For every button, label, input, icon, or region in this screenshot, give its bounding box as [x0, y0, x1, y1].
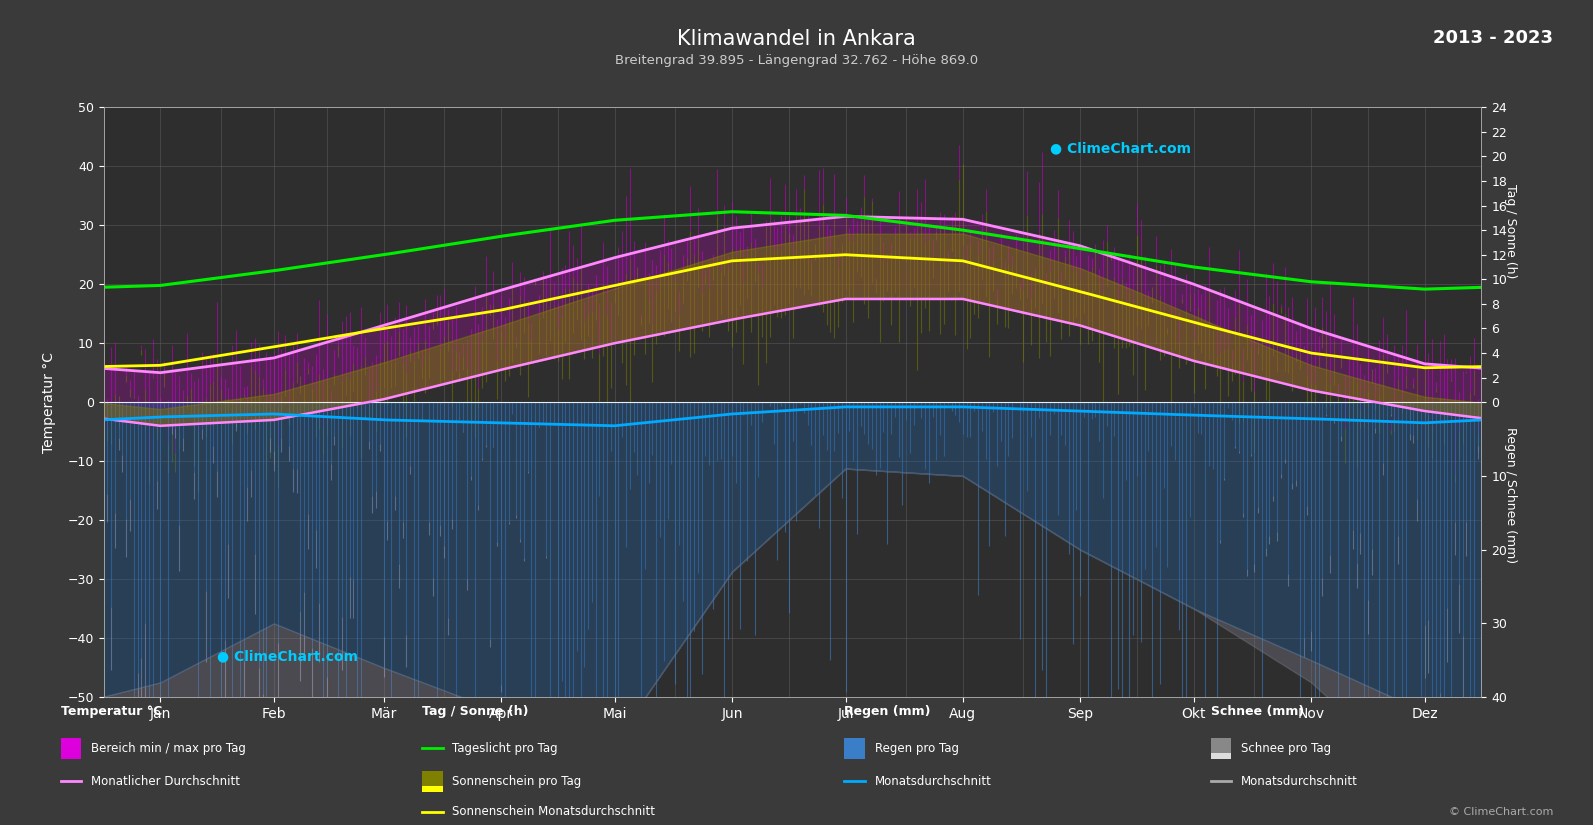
Text: Schnee pro Tag: Schnee pro Tag [1241, 742, 1332, 755]
Text: Breitengrad 39.895 - Längengrad 32.762 - Höhe 869.0: Breitengrad 39.895 - Längengrad 32.762 -… [615, 54, 978, 67]
Text: Regen (mm): Regen (mm) [844, 705, 930, 718]
Text: Regen / Schnee (mm): Regen / Schnee (mm) [1504, 427, 1517, 563]
Text: Tageslicht pro Tag: Tageslicht pro Tag [452, 742, 558, 755]
Text: Schnee (mm): Schnee (mm) [1211, 705, 1305, 718]
Text: © ClimeChart.com: © ClimeChart.com [1448, 807, 1553, 817]
Text: 2013 - 2023: 2013 - 2023 [1434, 29, 1553, 47]
Text: Monatlicher Durchschnitt: Monatlicher Durchschnitt [91, 775, 241, 788]
Text: Sonnenschein pro Tag: Sonnenschein pro Tag [452, 775, 581, 788]
Text: Sonnenschein Monatsdurchschnitt: Sonnenschein Monatsdurchschnitt [452, 805, 655, 818]
Text: Bereich min / max pro Tag: Bereich min / max pro Tag [91, 742, 245, 755]
Text: ● ClimeChart.com: ● ClimeChart.com [217, 648, 358, 662]
Text: Monatsdurchschnitt: Monatsdurchschnitt [875, 775, 991, 788]
Text: Klimawandel in Ankara: Klimawandel in Ankara [677, 29, 916, 49]
Y-axis label: Temperatur °C: Temperatur °C [41, 351, 56, 453]
Text: Tag / Sonne (h): Tag / Sonne (h) [422, 705, 529, 718]
Text: Temperatur °C: Temperatur °C [61, 705, 162, 718]
Text: ● ClimeChart.com: ● ClimeChart.com [1050, 142, 1192, 156]
Text: Tag / Sonne (h): Tag / Sonne (h) [1504, 184, 1517, 278]
Text: Regen pro Tag: Regen pro Tag [875, 742, 959, 755]
Text: Monatsdurchschnitt: Monatsdurchschnitt [1241, 775, 1357, 788]
